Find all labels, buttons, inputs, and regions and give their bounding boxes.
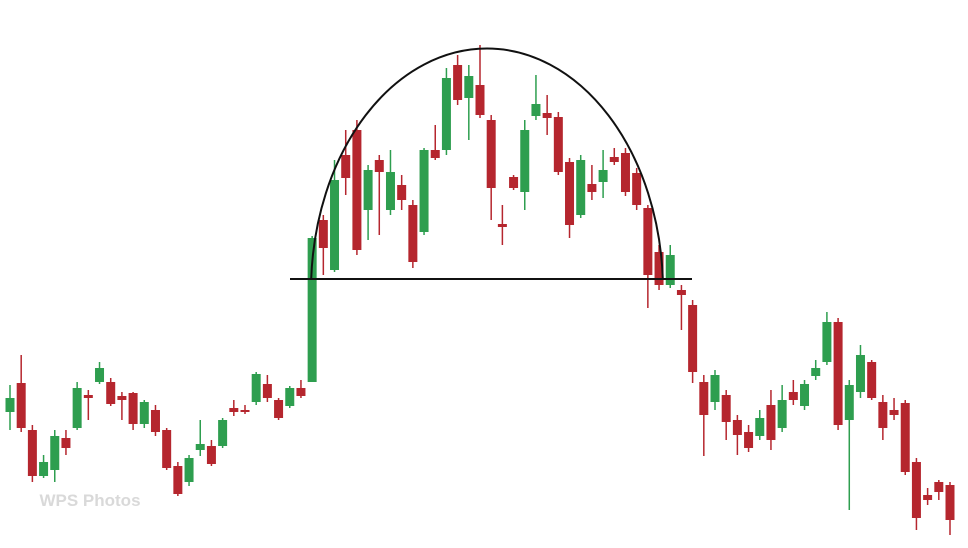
candle-body	[777, 400, 787, 428]
candle-body	[184, 458, 194, 482]
candle-body	[408, 205, 418, 262]
candle-body	[5, 398, 15, 412]
candle-body	[811, 368, 821, 376]
candle-body	[27, 430, 37, 476]
candle-body	[665, 255, 675, 285]
candle-body	[441, 78, 451, 150]
candle-body	[755, 418, 765, 436]
candle-body	[95, 368, 105, 382]
candle-body	[229, 408, 239, 412]
candle-body	[576, 160, 586, 215]
candle-body	[206, 446, 216, 464]
candle-body	[710, 375, 720, 402]
candle-body	[620, 153, 630, 192]
candle-body	[565, 162, 575, 225]
candle-body	[878, 402, 888, 428]
candle-body	[307, 238, 317, 382]
candle-body	[587, 184, 597, 192]
candle-body	[352, 130, 362, 250]
candle-body	[296, 388, 306, 396]
candle-body	[632, 173, 642, 205]
candle-body	[553, 117, 563, 172]
candle-body	[699, 382, 709, 415]
candle-body	[318, 220, 328, 248]
candle-body	[240, 410, 250, 412]
candle-body	[721, 395, 731, 422]
candle-body	[732, 420, 742, 435]
candle-body	[419, 150, 429, 232]
candle-body	[453, 65, 463, 100]
candle-body	[274, 400, 284, 418]
candle-body	[520, 130, 530, 192]
candle-body	[251, 374, 261, 402]
candle-body	[800, 384, 810, 406]
candle-body	[497, 224, 507, 227]
candle-body	[72, 388, 82, 428]
watermark: WPS Photos	[39, 491, 140, 510]
candle-body	[106, 382, 116, 404]
candle-body	[50, 436, 60, 470]
candle-body	[867, 362, 877, 398]
candle-body	[285, 388, 295, 406]
candles	[5, 45, 955, 535]
candle-body	[676, 290, 686, 295]
candle-body	[744, 432, 754, 448]
candle-body	[486, 120, 496, 188]
candle-body	[945, 485, 955, 520]
candle-body	[128, 393, 138, 424]
candle-body	[464, 76, 474, 98]
candle-body	[822, 322, 832, 362]
candle-body	[889, 410, 899, 415]
candle-body	[923, 495, 933, 500]
candle-body	[61, 438, 71, 448]
candle-body	[788, 392, 798, 400]
candle-body	[385, 172, 395, 210]
candle-body	[598, 170, 608, 182]
candle-body	[688, 305, 698, 372]
candle-body	[855, 355, 865, 392]
candle-body	[475, 85, 485, 115]
candle-body	[117, 396, 127, 400]
candle-body	[609, 157, 619, 162]
candle-body	[330, 180, 340, 270]
candle-body	[374, 160, 384, 172]
candle-body	[341, 155, 351, 178]
candle-body	[531, 104, 541, 116]
candle-body	[262, 384, 272, 398]
candle-body	[139, 402, 149, 424]
candle-body	[430, 150, 440, 158]
candle-body	[195, 444, 205, 450]
candle-body	[542, 113, 552, 118]
candle-body	[218, 420, 228, 446]
candle-body	[833, 322, 843, 425]
candle-body	[844, 385, 854, 420]
candle-body	[643, 208, 653, 275]
candle-body	[900, 403, 910, 472]
candle-body	[150, 410, 160, 432]
candle-body	[16, 383, 26, 428]
candle-body	[397, 185, 407, 200]
candle-body	[173, 466, 183, 494]
candle-body	[162, 430, 172, 468]
candle-body	[363, 170, 373, 210]
candle-body	[654, 252, 664, 285]
rounded-top-curve	[310, 47, 664, 280]
candle-body	[509, 177, 519, 188]
candle-body	[911, 462, 921, 518]
candle-body	[934, 482, 944, 492]
candle-body	[83, 395, 93, 398]
candle-body	[39, 462, 49, 476]
candle-body	[766, 405, 776, 440]
